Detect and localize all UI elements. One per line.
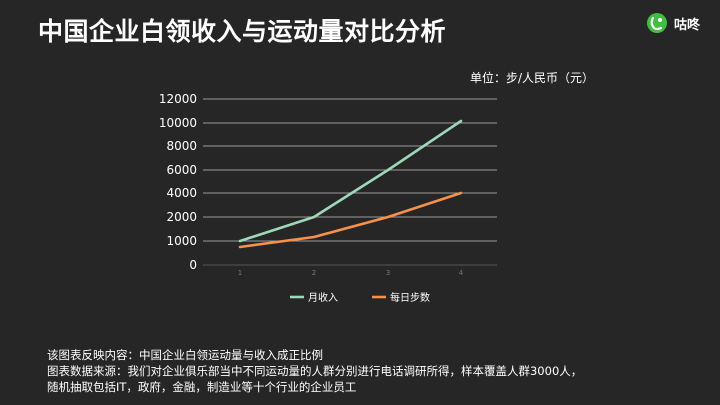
y-tick-label: 0 <box>189 258 197 272</box>
chart-notes: 该图表反映内容：中国企业白领运动量与收入成正比例 图表数据来源：我们对企业俱乐部… <box>47 347 582 395</box>
unit-label: 单位：步/人民币（元） <box>470 71 595 85</box>
brand-logo: 咕咚 <box>646 12 700 34</box>
note-line-1: 该图表反映内容：中国企业白领运动量与收入成正比例 <box>47 348 323 362</box>
chat-bubble-logo-icon <box>647 13 667 33</box>
legend-label: 月收入 <box>308 291 338 304</box>
note-line-2: 图表数据来源：我们对企业俱乐部当中不同运动量的人群分别进行电话调研所得，样本覆盖… <box>47 364 583 378</box>
x-tick-label: 3 <box>386 269 390 277</box>
x-tick-label: 2 <box>312 269 316 277</box>
legend-label: 每日步数 <box>390 291 430 304</box>
brand-name: 咕咚 <box>674 17 701 33</box>
page-title: 中国企业白领收入与运动量对比分析 <box>38 17 447 46</box>
series-line <box>238 119 463 243</box>
y-tick-label: 8000 <box>166 139 197 153</box>
note-line-3: 随机抽取包括IT，政府，金融，制造业等十个行业的企业员工 <box>47 380 357 394</box>
x-tick-label: 1 <box>238 269 242 277</box>
y-tick-label: 4000 <box>166 186 197 200</box>
y-tick-label: 12000 <box>159 92 197 106</box>
y-tick-label: 6000 <box>166 163 197 177</box>
series-line <box>238 191 463 249</box>
x-tick-label: 4 <box>459 269 464 277</box>
y-tick-label: 1000 <box>166 234 197 248</box>
y-tick-label: 2000 <box>166 210 197 224</box>
y-tick-label: 10000 <box>159 116 197 130</box>
